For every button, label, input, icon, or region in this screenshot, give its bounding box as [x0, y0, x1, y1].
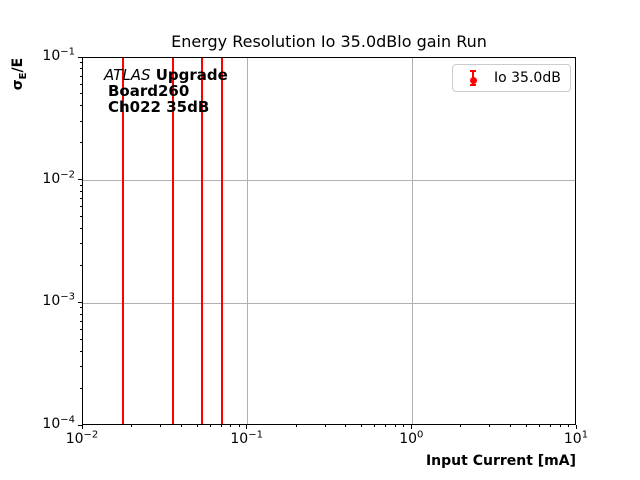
errorbar-line [221, 58, 224, 424]
x-gridline [411, 58, 413, 424]
y-minor-tick [80, 93, 82, 95]
x-minor-tick [509, 425, 511, 427]
x-minor-tick [295, 425, 297, 427]
x-major-tick [410, 425, 412, 429]
x-minor-tick [489, 425, 491, 427]
y-major-tick [78, 179, 82, 181]
y-gridline [83, 302, 575, 304]
x-axis-label: Input Current [mA] [425, 453, 576, 469]
atlas-label: ATLAS [104, 66, 151, 84]
x-minor-tick [567, 425, 569, 427]
y-minor-tick [80, 83, 82, 85]
x-minor-tick [238, 425, 240, 427]
y-minor-tick [80, 350, 82, 352]
x-minor-tick [549, 425, 551, 427]
y-minor-tick [80, 198, 82, 200]
y-minor-tick [80, 191, 82, 193]
x-minor-tick [220, 425, 222, 427]
x-major-tick [246, 425, 248, 429]
y-minor-tick [80, 307, 82, 309]
x-minor-tick [160, 425, 162, 427]
y-minor-tick [80, 329, 82, 331]
x-minor-tick [559, 425, 561, 427]
y-minor-tick [80, 243, 82, 245]
y-major-tick [78, 301, 82, 303]
annotation-line-2: Board260 [108, 82, 190, 100]
x-tick-label: 100 [399, 429, 424, 447]
x-minor-tick [361, 425, 363, 427]
y-minor-tick [80, 75, 82, 77]
x-tick-label: 10−2 [65, 429, 99, 447]
y-tick-label: 10−2 [42, 169, 75, 187]
y-minor-tick [80, 62, 82, 64]
y-minor-tick [80, 338, 82, 340]
y-minor-tick [80, 216, 82, 218]
x-major-tick [81, 425, 83, 429]
x-minor-tick [394, 425, 396, 427]
x-minor-tick [403, 425, 405, 427]
x-minor-tick [230, 425, 232, 427]
y-minor-tick [80, 320, 82, 322]
x-tick-label: 101 [563, 429, 589, 447]
y-major-tick [78, 424, 82, 426]
x-minor-tick [196, 425, 198, 427]
errorbar-marker-dot [469, 77, 477, 84]
x-minor-tick [345, 425, 347, 427]
x-tick-label: 10−1 [230, 429, 263, 447]
annotation-line-3: Ch022 35dB [108, 98, 210, 116]
y-minor-tick [80, 105, 82, 107]
annotation-line-1: ATLAS Upgrade [104, 67, 228, 83]
y-minor-tick [80, 68, 82, 70]
y-minor-tick [80, 264, 82, 266]
x-minor-tick [209, 425, 211, 427]
upgrade-label: Upgrade [155, 66, 228, 84]
x-minor-tick [180, 425, 182, 427]
x-minor-tick [538, 425, 540, 427]
errorbar-line [200, 58, 203, 424]
x-minor-tick [324, 425, 326, 427]
ylabel-rest: /E [10, 57, 26, 73]
errorbar-marker-cap-bottom [470, 84, 476, 86]
x-minor-tick [385, 425, 387, 427]
plot-area: ATLAS Upgrade Board260 Ch022 35dB Io 35.… [82, 57, 576, 425]
y-major-tick [78, 56, 82, 58]
errorbar-marker-cap-top [470, 70, 476, 72]
y-minor-tick [80, 387, 82, 389]
y-axis-label: σE/E [10, 57, 29, 91]
errorbar-line [122, 58, 125, 424]
x-major-tick [575, 425, 577, 429]
y-minor-tick [80, 184, 82, 186]
errorbar-line [171, 58, 174, 424]
y-minor-tick [80, 365, 82, 367]
x-minor-tick [525, 425, 527, 427]
x-minor-tick [131, 425, 133, 427]
y-minor-tick [80, 313, 82, 315]
x-minor-tick [374, 425, 376, 427]
legend: Io 35.0dB [452, 64, 571, 92]
y-tick-label: 10−1 [42, 46, 75, 65]
y-minor-tick [80, 227, 82, 229]
errorbar-marker-icon [461, 68, 485, 88]
chart-title: Energy Resolution Io 35.0dBlo gain Run [171, 32, 487, 51]
y-minor-tick [80, 120, 82, 122]
atlas-annotation: ATLAS Upgrade Board260 Ch022 35dB [104, 67, 228, 115]
x-minor-tick [460, 425, 462, 427]
ylabel-sigma: σ [10, 79, 26, 91]
y-tick-label: 10−4 [42, 414, 75, 433]
x-gridline [247, 58, 249, 424]
y-gridline [83, 180, 575, 182]
y-minor-tick [80, 142, 82, 144]
y-minor-tick [80, 206, 82, 208]
y-tick-label: 10−3 [42, 291, 75, 310]
ylabel-subscript: E [17, 72, 29, 80]
legend-label: Io 35.0dB [494, 70, 561, 86]
